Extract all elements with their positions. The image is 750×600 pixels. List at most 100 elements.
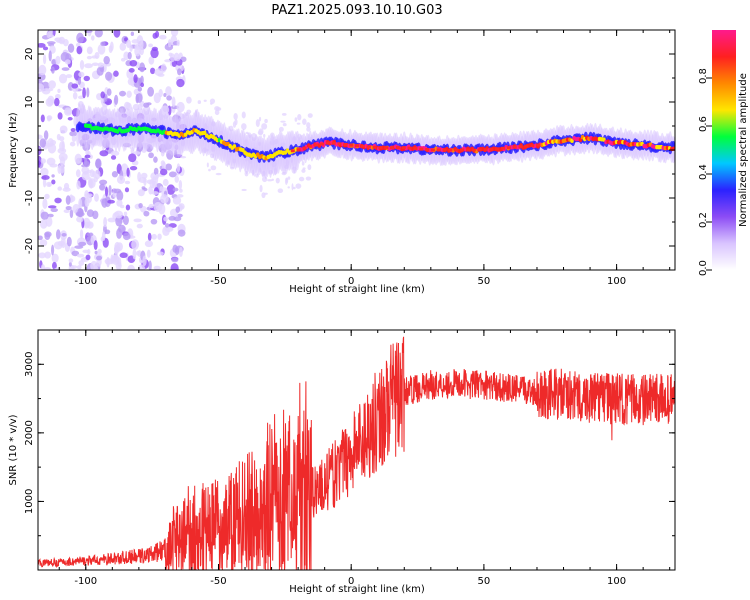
heatmap-cell xyxy=(123,51,130,61)
y-tick-label: 1000 xyxy=(24,489,35,514)
heatmap-cell xyxy=(91,55,98,59)
heatmap-cell xyxy=(91,62,99,67)
heatmap-cell xyxy=(170,30,179,37)
heatmap-cell xyxy=(103,55,110,65)
heatmap-cell xyxy=(122,232,131,241)
heatmap-cell xyxy=(174,57,181,62)
y-tick-label: -20 xyxy=(24,238,35,254)
heatmap-cell xyxy=(132,248,137,260)
heatmap-cell xyxy=(294,117,298,122)
heatmap-cell xyxy=(52,30,56,37)
heatmap-cell xyxy=(101,198,108,208)
heatmap-cell xyxy=(186,96,192,104)
heatmap-cell xyxy=(477,148,482,152)
y-tick-label: 10 xyxy=(24,96,35,109)
heatmap-cell xyxy=(137,189,145,197)
heatmap-cell xyxy=(69,141,76,147)
heatmap-cell xyxy=(291,183,294,191)
heatmap-cell xyxy=(158,89,163,98)
heatmap-cell xyxy=(164,226,174,232)
snr-axes: -100 -50 0 50 100 1000 2000 3000 xyxy=(24,329,675,587)
heatmap-cell xyxy=(154,68,164,76)
heatmap-cell xyxy=(39,138,47,148)
heatmap-cell xyxy=(163,93,167,97)
colorbar-tick-label: 0.8 xyxy=(698,68,709,84)
y-tick-label: -10 xyxy=(24,190,35,206)
heatmap-cell xyxy=(302,118,307,125)
heatmap-cell xyxy=(42,177,47,188)
heatmap-cell xyxy=(116,199,123,207)
heatmap-cell xyxy=(100,91,106,99)
heatmap-cell xyxy=(166,95,172,101)
heatmap-cell xyxy=(135,93,143,103)
heatmap-cell xyxy=(157,233,162,240)
colorbar-tick-label: 0.0 xyxy=(698,260,709,276)
heatmap-cell xyxy=(113,70,119,77)
heatmap-cell xyxy=(360,144,365,148)
heatmap-cell xyxy=(114,94,119,106)
heatmap-cell xyxy=(302,146,307,150)
heatmap-cell xyxy=(86,87,90,98)
heatmap-cell xyxy=(51,66,55,74)
heatmap-cell xyxy=(82,87,86,99)
heatmap-cell xyxy=(46,115,51,122)
heatmap-cell xyxy=(86,46,93,55)
heatmap-cell xyxy=(136,250,140,256)
heatmap-cell xyxy=(78,198,83,209)
colorbar-scale xyxy=(712,30,736,270)
heatmap-cell xyxy=(65,74,73,79)
heatmap-cell xyxy=(76,216,84,223)
heatmap-cell xyxy=(306,122,311,129)
heatmap-cell xyxy=(168,52,173,57)
heatmap-cell xyxy=(47,213,54,218)
heatmap-cell xyxy=(94,30,103,38)
heatmap-cell xyxy=(61,232,67,237)
heatmap-cell xyxy=(395,146,400,150)
heatmap-cell xyxy=(174,175,179,183)
heatmap-cell xyxy=(40,167,49,177)
heatmap-cell xyxy=(150,48,159,59)
heatmap-cell xyxy=(314,143,319,147)
heatmap-cell xyxy=(133,74,138,84)
heatmap-cell xyxy=(281,112,287,116)
heatmap-cell xyxy=(104,186,109,197)
heatmap-cell xyxy=(495,147,500,151)
heatmap-cell xyxy=(530,144,535,148)
heatmap-cell xyxy=(151,233,157,240)
heatmap-cell xyxy=(176,163,181,173)
chart-title: PAZ1.2025.093.10.10.G03 xyxy=(271,3,442,18)
heatmap-cell xyxy=(69,130,78,137)
heatmap-cell xyxy=(401,146,406,150)
heatmap-cell xyxy=(87,177,93,188)
heatmap-cell xyxy=(442,148,447,152)
heatmap-cell xyxy=(287,186,290,189)
heatmap-cell xyxy=(319,142,324,146)
heatmap-cell xyxy=(160,194,169,204)
heatmap-cell xyxy=(372,145,377,149)
heatmap-cell xyxy=(53,241,63,250)
heatmap-cell xyxy=(132,151,141,155)
heatmap-cell xyxy=(168,171,177,178)
heatmap-cell xyxy=(163,216,169,222)
heatmap-cell xyxy=(465,148,470,152)
heatmap-cell xyxy=(38,43,46,48)
heatmap-cell xyxy=(76,253,85,258)
heatmap-cell xyxy=(160,105,170,115)
heatmap-cell xyxy=(295,183,302,189)
heatmap-cell xyxy=(48,50,52,62)
colorbar-ticks: 0.0 0.2 0.4 0.6 0.8 xyxy=(698,68,712,276)
heatmap-cell xyxy=(40,211,49,220)
heatmap-cell xyxy=(143,177,147,186)
heatmap-cell xyxy=(100,41,106,47)
heatmap-cell xyxy=(76,180,81,190)
heatmap-cell xyxy=(70,128,76,132)
heatmap-cell xyxy=(115,215,123,227)
heatmap-cell xyxy=(78,71,85,78)
heatmap-cell xyxy=(38,235,43,241)
heatmap-cell xyxy=(127,51,132,60)
heatmap-cell xyxy=(177,213,183,218)
heatmap-cell xyxy=(58,73,68,84)
heatmap-cell xyxy=(67,116,73,121)
heatmap-cell xyxy=(79,229,84,239)
heatmap-cell xyxy=(86,209,95,218)
